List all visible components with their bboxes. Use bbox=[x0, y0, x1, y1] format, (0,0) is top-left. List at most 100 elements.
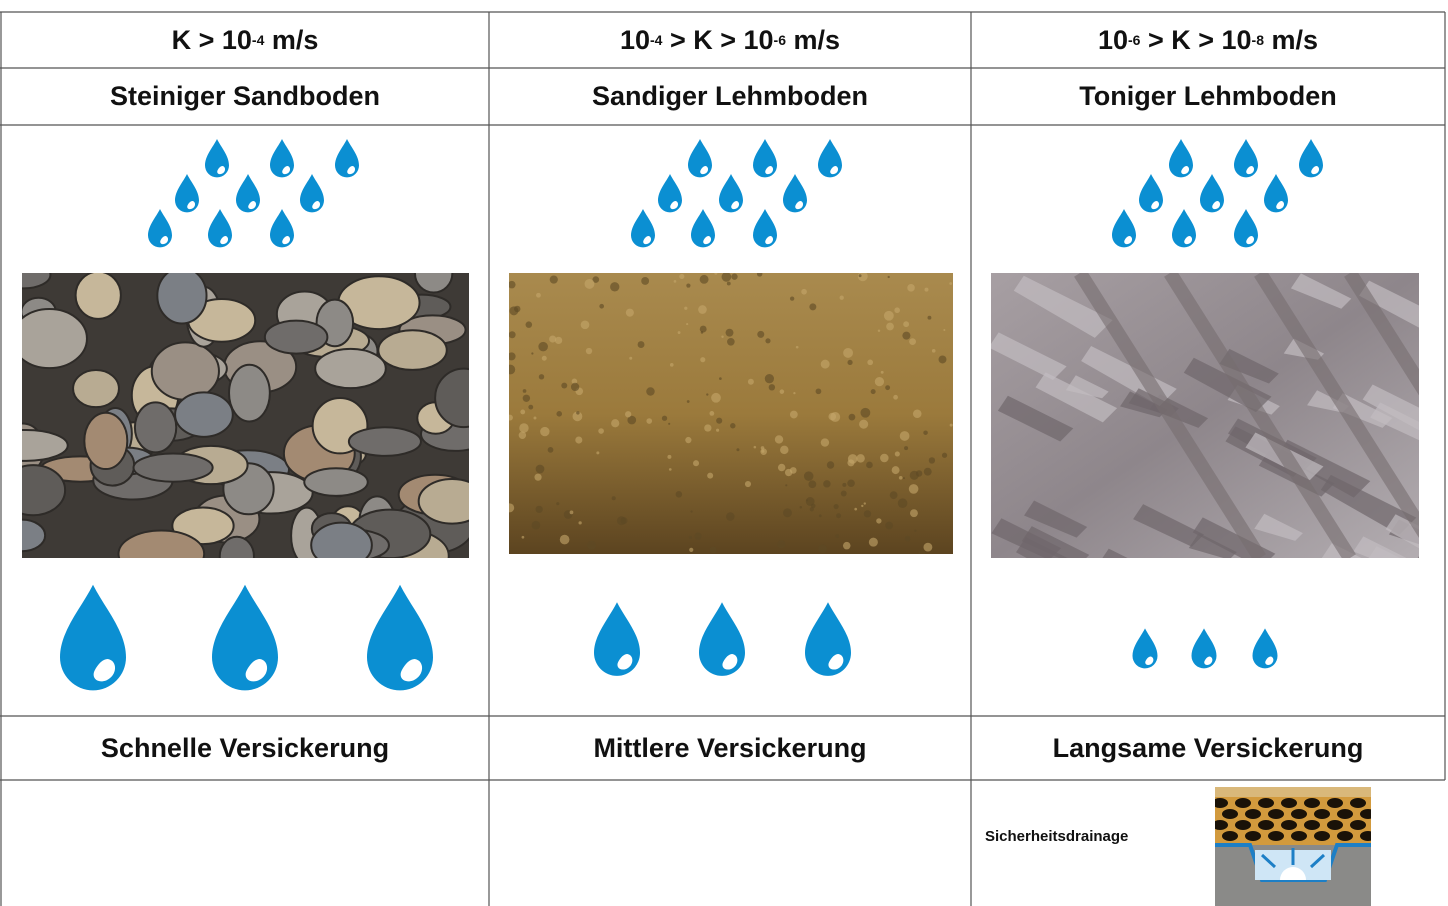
grain bbox=[693, 460, 699, 466]
grain bbox=[596, 451, 599, 454]
grain bbox=[523, 389, 527, 393]
gravel-pore bbox=[1304, 820, 1320, 830]
grain bbox=[598, 428, 604, 434]
water-drop bbox=[594, 602, 640, 676]
water-drop bbox=[1234, 209, 1258, 247]
water-drop bbox=[1139, 174, 1163, 212]
water-drop bbox=[335, 139, 359, 177]
grain bbox=[509, 306, 518, 315]
grain bbox=[670, 363, 674, 367]
gravel-pore bbox=[1327, 820, 1343, 830]
grain bbox=[522, 536, 525, 539]
grain bbox=[892, 466, 900, 474]
grain bbox=[685, 437, 691, 443]
gravel-pore bbox=[1360, 809, 1376, 819]
gravel-pore bbox=[1281, 820, 1297, 830]
water-drop bbox=[699, 602, 745, 676]
grain bbox=[721, 335, 723, 337]
grain bbox=[571, 383, 579, 391]
grain bbox=[842, 483, 846, 487]
grain bbox=[532, 521, 541, 530]
grain bbox=[621, 517, 628, 524]
grain bbox=[835, 534, 839, 538]
water-drop bbox=[270, 209, 294, 247]
grain bbox=[796, 346, 799, 349]
grain bbox=[667, 455, 671, 459]
grain bbox=[888, 276, 890, 278]
grain bbox=[711, 393, 721, 403]
grain bbox=[531, 352, 533, 354]
grain bbox=[726, 512, 735, 521]
gravel-pore bbox=[1268, 809, 1284, 819]
grain bbox=[823, 480, 830, 487]
grain bbox=[625, 411, 631, 417]
grain bbox=[686, 323, 688, 325]
grain bbox=[830, 412, 840, 422]
grain bbox=[890, 491, 898, 499]
grain bbox=[556, 502, 559, 505]
grain bbox=[674, 280, 677, 283]
grain bbox=[769, 384, 775, 390]
grain bbox=[587, 541, 596, 550]
grain bbox=[611, 419, 619, 427]
grain bbox=[581, 320, 590, 329]
grain bbox=[662, 416, 667, 421]
stone bbox=[1, 465, 65, 515]
grain bbox=[777, 540, 785, 548]
grain bbox=[849, 414, 856, 421]
grain bbox=[526, 321, 533, 328]
water-drop bbox=[1172, 209, 1196, 247]
gravel-pore bbox=[1291, 831, 1307, 841]
grain bbox=[506, 365, 516, 375]
clay-flake bbox=[1409, 556, 1448, 585]
gravel-pore bbox=[1245, 809, 1261, 819]
grain bbox=[540, 427, 549, 436]
water-drop bbox=[783, 174, 807, 212]
grain bbox=[745, 481, 751, 487]
grain bbox=[880, 454, 889, 463]
stone bbox=[304, 468, 367, 496]
stone bbox=[265, 321, 328, 354]
grain bbox=[793, 392, 795, 394]
grain bbox=[599, 304, 604, 309]
soil-type: Steiniger Sandboden bbox=[1, 68, 489, 125]
water-drop bbox=[175, 174, 199, 212]
grain bbox=[878, 330, 880, 332]
grain bbox=[684, 307, 687, 310]
grain bbox=[864, 510, 871, 517]
stone bbox=[419, 479, 486, 524]
water-drop bbox=[658, 174, 682, 212]
grain bbox=[856, 454, 864, 462]
grain bbox=[821, 360, 830, 369]
grain bbox=[778, 464, 785, 471]
grain bbox=[905, 536, 911, 542]
grain bbox=[783, 508, 792, 517]
grain bbox=[848, 454, 858, 464]
grain bbox=[556, 411, 562, 417]
grain bbox=[819, 514, 822, 517]
grain bbox=[694, 533, 701, 540]
drainage-label: Sicherheitsdrainage bbox=[985, 828, 1128, 845]
gravel-pore bbox=[1212, 798, 1228, 808]
water-drop bbox=[1192, 628, 1217, 668]
water-drop bbox=[208, 209, 232, 247]
grain bbox=[864, 502, 866, 504]
grain bbox=[710, 547, 717, 554]
water-drop bbox=[753, 209, 777, 247]
grain bbox=[709, 411, 714, 416]
grain bbox=[827, 461, 834, 468]
grain bbox=[894, 307, 900, 313]
water-drop bbox=[367, 585, 433, 691]
grain bbox=[678, 331, 681, 334]
grain bbox=[943, 329, 945, 331]
stone bbox=[119, 530, 205, 577]
header-text: 10 bbox=[1098, 25, 1128, 56]
water-drop bbox=[719, 174, 743, 212]
grain bbox=[790, 411, 798, 419]
grain bbox=[859, 420, 868, 429]
grain bbox=[800, 506, 803, 509]
water-drop bbox=[60, 585, 126, 691]
stone bbox=[435, 369, 492, 427]
header-text: m/s bbox=[264, 25, 318, 56]
stone bbox=[0, 430, 68, 461]
